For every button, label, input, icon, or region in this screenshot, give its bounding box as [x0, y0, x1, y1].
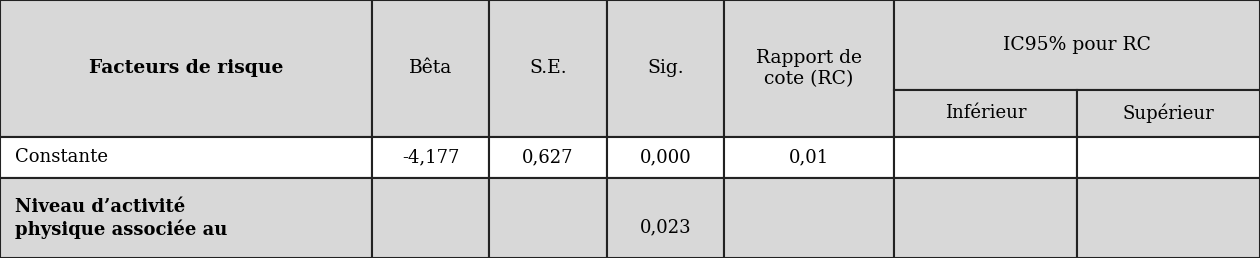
Text: 0,000: 0,000 — [639, 149, 692, 166]
Text: 0,01: 0,01 — [789, 149, 829, 166]
Bar — [1077, 179, 1260, 258]
Text: Facteurs de risque: Facteurs de risque — [89, 59, 284, 77]
Bar — [724, 179, 895, 258]
Bar — [895, 90, 1077, 136]
Bar — [372, 179, 489, 258]
Bar — [0, 179, 372, 258]
Bar — [489, 136, 606, 179]
Bar — [0, 136, 372, 179]
Text: Inférieur: Inférieur — [945, 104, 1027, 122]
Bar — [1077, 90, 1260, 136]
Bar — [1077, 136, 1260, 179]
Text: IC95% pour RC: IC95% pour RC — [1003, 36, 1152, 54]
Bar — [372, 136, 489, 179]
Bar — [895, 0, 1260, 90]
Text: Sig.: Sig. — [646, 59, 684, 77]
Text: Rapport de
cote (RC): Rapport de cote (RC) — [756, 49, 862, 88]
Bar — [0, 0, 372, 136]
Bar — [606, 136, 724, 179]
Bar — [489, 0, 606, 136]
Text: Supérieur: Supérieur — [1123, 104, 1215, 123]
Bar — [606, 179, 724, 258]
Bar — [895, 136, 1077, 179]
Bar — [606, 0, 724, 136]
Text: 0,023: 0,023 — [640, 218, 692, 236]
Text: Bêta: Bêta — [410, 59, 452, 77]
Text: -4,177: -4,177 — [402, 149, 460, 166]
Text: Constante: Constante — [15, 149, 108, 166]
Bar — [489, 179, 606, 258]
Text: Niveau d’activité
physique associée au: Niveau d’activité physique associée au — [15, 198, 228, 239]
Bar — [895, 179, 1077, 258]
Text: 0,627: 0,627 — [522, 149, 573, 166]
Bar — [724, 136, 895, 179]
Bar — [372, 0, 489, 136]
Bar — [724, 0, 895, 136]
Text: S.E.: S.E. — [529, 59, 567, 77]
